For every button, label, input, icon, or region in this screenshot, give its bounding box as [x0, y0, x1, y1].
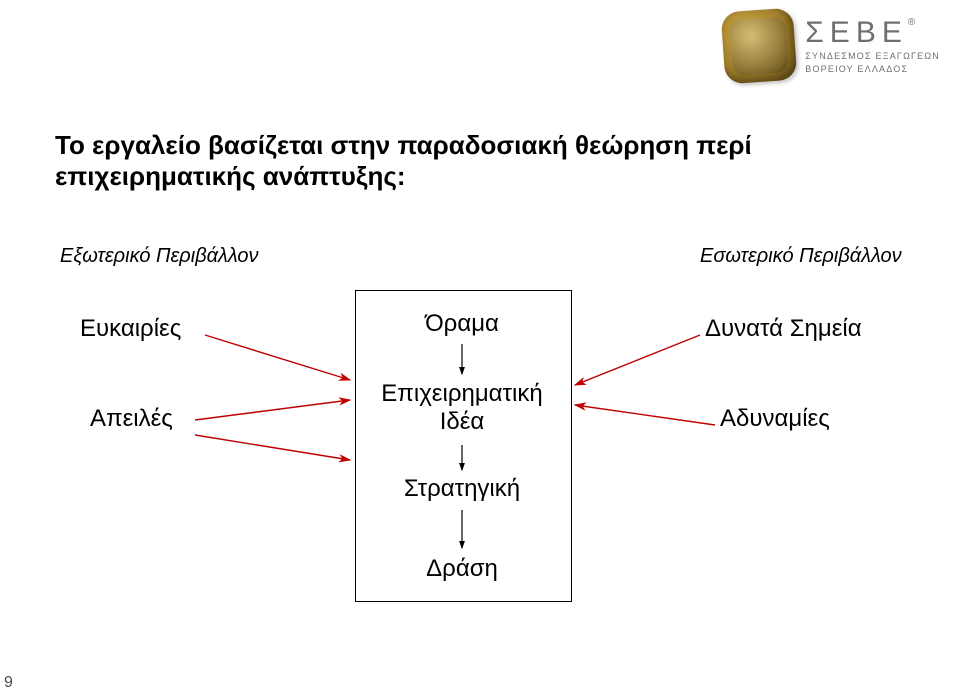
logo-text: ΣΕΒΕ® ΣΥΝΔΕΣΜΟΣ ΕΞΑΓΩΓΕΩΝ ΒΟΡΕΙΟΥ ΕΛΛΑΔΟ… [805, 17, 940, 75]
weaknesses-label: Αδυναμίες [720, 405, 830, 433]
external-env-label: Εξωτερικό Περιβάλλον [60, 245, 259, 268]
logo-sub2: ΒΟΡΕΙΟΥ ΕΛΛΑΔΟΣ [805, 64, 940, 75]
logo-sub1: ΣΥΝΔΕΣΜΟΣ ΕΞΑΓΩΓΕΩΝ [805, 51, 940, 62]
logo-name: ΣΕΒΕ [805, 16, 908, 49]
action-label: Δράση [426, 555, 498, 583]
opportunities-label: Ευκαιρίες [80, 315, 181, 343]
brand-logo: ΣΕΒΕ® ΣΥΝΔΕΣΜΟΣ ΕΞΑΓΩΓΕΩΝ ΒΟΡΕΙΟΥ ΕΛΛΑΔΟ… [723, 10, 940, 82]
logo-medallion-icon [721, 8, 798, 85]
threats-label: Απειλές [90, 405, 173, 433]
idea-label: Επιχειρηματική Ιδέα [367, 380, 557, 435]
strategy-label: Στρατηγική [404, 475, 520, 503]
page-number: 9 [4, 674, 13, 692]
strengths-label: Δυνατά Σημεία [705, 315, 862, 343]
page-title: Το εργαλείο βασίζεται στην παραδοσιακή θ… [55, 130, 920, 192]
vision-label: Όραμα [425, 310, 499, 338]
logo-registered: ® [908, 17, 921, 28]
internal-env-label: Εσωτερικό Περιβάλλον [700, 245, 902, 268]
